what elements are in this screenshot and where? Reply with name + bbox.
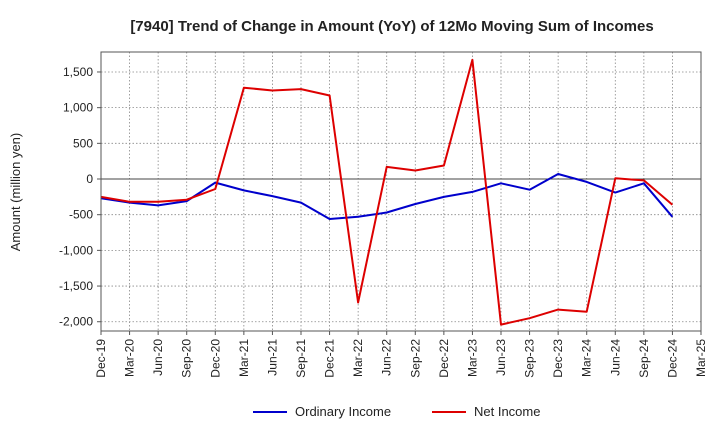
- x-tick-label: Mar-21: [237, 339, 251, 377]
- x-tick-label: Jun-22: [380, 339, 394, 376]
- x-tick-label: Mar-24: [580, 339, 594, 377]
- legend-label: Ordinary Income: [295, 404, 391, 419]
- series-line-ordinary-income: [100, 173, 674, 220]
- y-axis-label: Amount (million yen): [8, 133, 23, 252]
- x-tick-label: Mar-22: [351, 339, 365, 377]
- y-tick-label: 0: [86, 172, 93, 186]
- y-tick-label: -2,000: [59, 315, 93, 329]
- series-layer: [100, 58, 674, 326]
- grid-layer: [101, 52, 701, 331]
- series-line-net-income: [100, 58, 674, 326]
- legend-label: Net Income: [474, 404, 540, 419]
- x-tick-label: Jun-21: [265, 339, 279, 376]
- x-tick-label: Dec-22: [437, 339, 451, 378]
- x-tick-label: Sep-21: [294, 339, 308, 378]
- x-tick-label: Mar-25: [694, 339, 708, 377]
- y-tick-label: -500: [69, 208, 93, 222]
- x-tick-label: Jun-24: [608, 339, 622, 376]
- y-tick-label: 1,000: [63, 101, 93, 115]
- plot-frame: [100, 51, 702, 332]
- y-tick-label: 1,500: [63, 65, 93, 79]
- chart-title: [7940] Trend of Change in Amount (YoY) o…: [130, 18, 653, 35]
- legend: Ordinary Income Net Income: [253, 404, 540, 419]
- x-tick-label: Sep-24: [637, 339, 651, 378]
- x-tick-label: Dec-19: [94, 339, 108, 378]
- x-tick-label: Dec-24: [665, 339, 679, 378]
- x-tick-label: Sep-20: [180, 339, 194, 378]
- x-tick-label: Dec-23: [551, 339, 565, 378]
- x-tick-label: Sep-23: [523, 339, 537, 378]
- x-tick-label: Dec-21: [323, 339, 337, 378]
- y-tick-label: -1,000: [59, 243, 93, 257]
- y-tick-label: -1,500: [59, 279, 93, 293]
- x-tick-label: Mar-20: [123, 339, 137, 377]
- x-tick-label: Jun-23: [494, 339, 508, 376]
- y-tick-label: 500: [73, 136, 93, 150]
- x-tick-label: Jun-20: [151, 339, 165, 376]
- x-tick-label: Dec-20: [208, 339, 222, 378]
- x-tick-label: Mar-23: [465, 339, 479, 377]
- axis-layer: Dec-19 Mar-20 Jun-20 Sep-20 Dec-20 Mar-21 Jun-…: [59, 51, 708, 378]
- x-tick-label: Sep-22: [408, 339, 422, 378]
